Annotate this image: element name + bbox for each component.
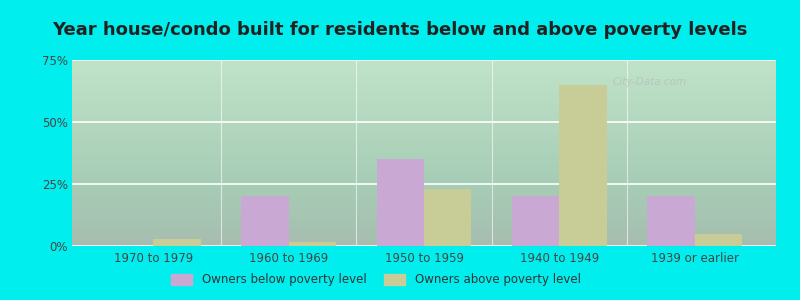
Bar (694, 234, 742, 246)
Bar (647, 196, 694, 246)
Legend: Owners below poverty level, Owners above poverty level: Owners below poverty level, Owners above… (166, 269, 586, 291)
Text: City-Data.com: City-Data.com (612, 77, 686, 87)
Bar (154, 238, 201, 246)
Bar (377, 159, 424, 246)
Bar (289, 242, 336, 246)
Bar (424, 189, 471, 246)
Bar (512, 196, 559, 246)
Bar (242, 196, 289, 246)
Text: Year house/condo built for residents below and above poverty levels: Year house/condo built for residents bel… (52, 21, 748, 39)
Bar (559, 85, 606, 246)
